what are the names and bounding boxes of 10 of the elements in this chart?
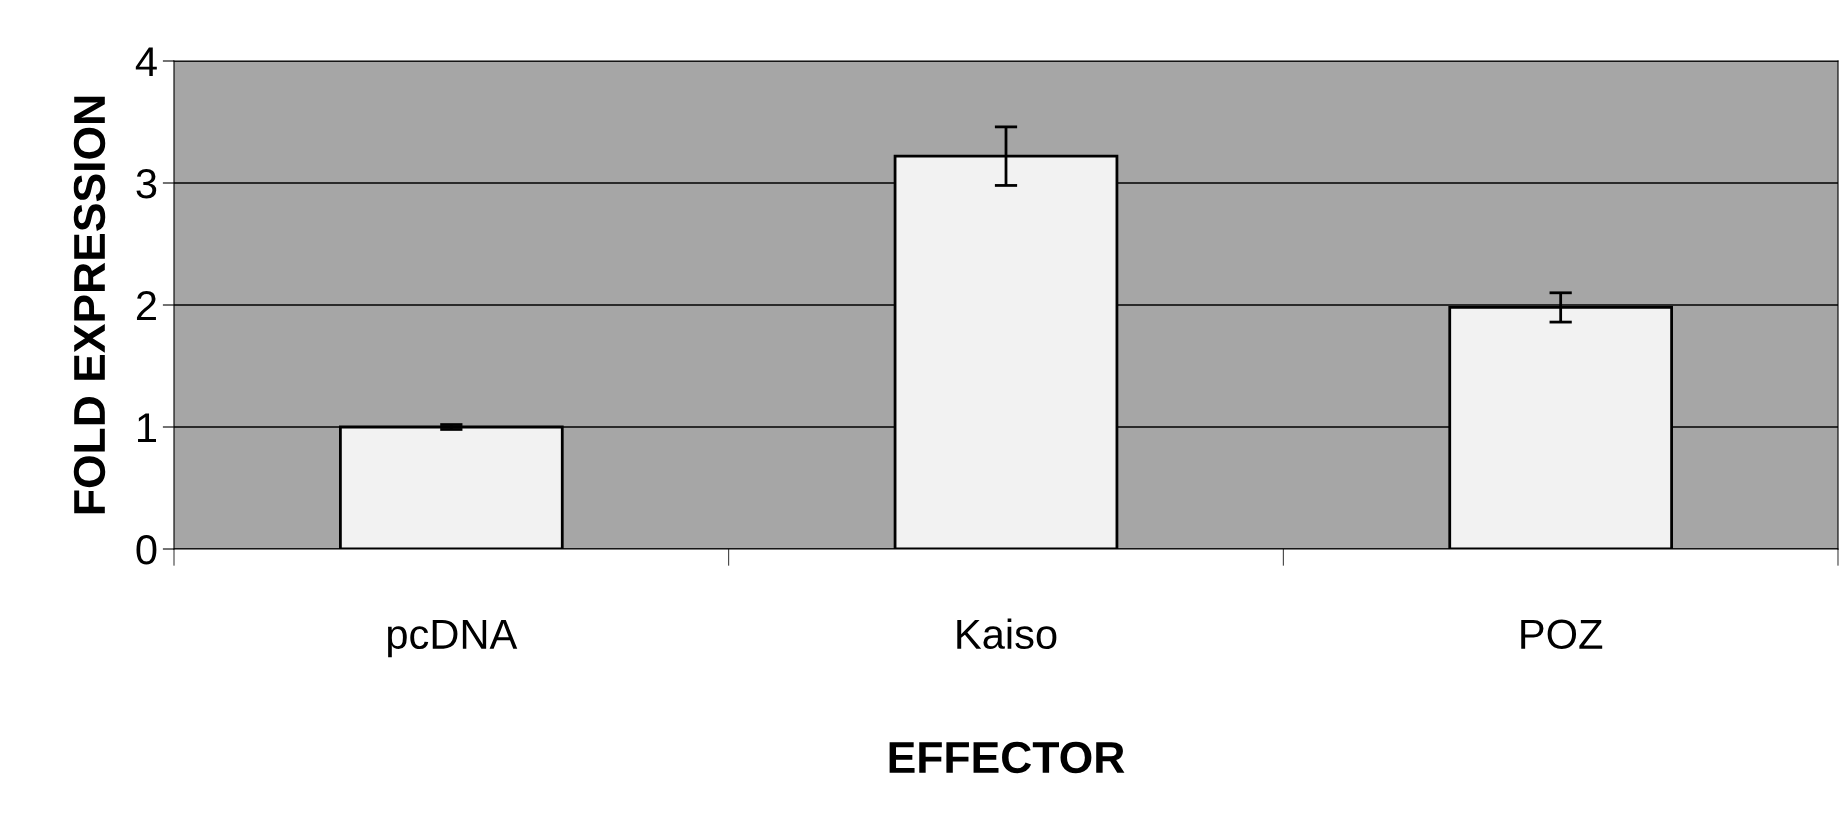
y-tick-label: 3	[136, 169, 157, 199]
y-tick-label: 2	[136, 291, 156, 321]
x-tick-label: Kaiso	[957, 618, 1057, 650]
y-tick-label: 1	[138, 413, 156, 443]
x-tick-label: POZ	[1521, 619, 1603, 650]
x-axis-title: EFFECTOR	[889, 741, 1125, 774]
y-tick-label: 0	[136, 535, 157, 565]
x-tick-label: pcDNA	[388, 619, 518, 658]
y-axis-title: FOLD EXPRESSION	[73, 96, 106, 514]
y-tick-label: 4	[135, 47, 157, 77]
